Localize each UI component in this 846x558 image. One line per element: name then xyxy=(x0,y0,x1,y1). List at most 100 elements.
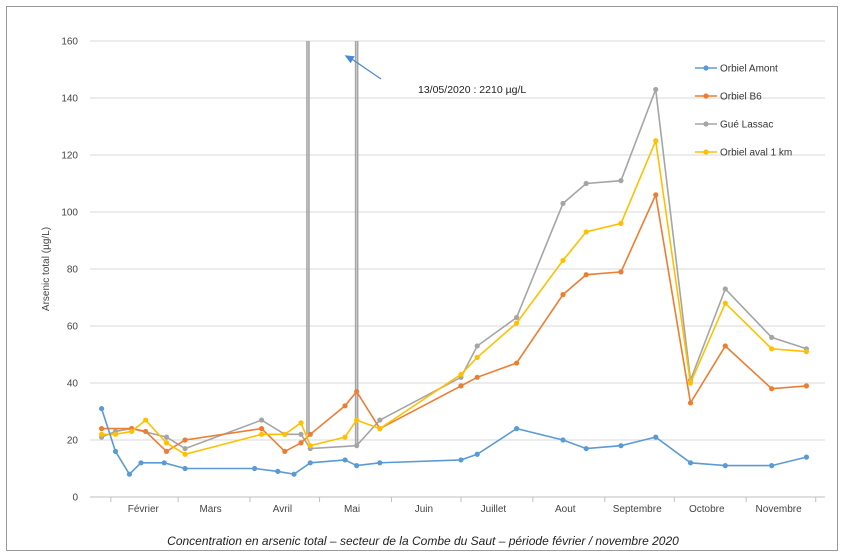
y-tick-label: 160 xyxy=(61,37,78,48)
chart-frame xyxy=(6,6,838,551)
data-point xyxy=(143,428,149,435)
data-point xyxy=(458,457,464,463)
data-point xyxy=(583,445,589,452)
data-point xyxy=(98,431,105,437)
annotation-arrow xyxy=(350,57,382,80)
data-point xyxy=(112,431,119,437)
legend-marker xyxy=(703,121,709,127)
data-point xyxy=(282,431,288,437)
data-point xyxy=(298,420,304,426)
series-orbiel-b6 xyxy=(98,192,810,454)
data-point xyxy=(474,343,480,349)
data-point xyxy=(275,468,281,474)
y-tick-label: 60 xyxy=(67,322,79,333)
data-point xyxy=(143,417,149,423)
data-point xyxy=(298,440,304,446)
y-tick-label: 100 xyxy=(61,208,78,219)
x-tick-label: Septembre xyxy=(613,504,662,515)
x-tick-label: Juillet xyxy=(481,504,507,515)
legend-marker xyxy=(703,93,709,99)
data-point xyxy=(377,417,383,423)
legend-marker xyxy=(703,65,709,71)
x-tick-label: Février xyxy=(128,504,160,515)
data-point xyxy=(560,292,566,298)
data-point xyxy=(182,445,188,452)
data-point xyxy=(722,343,728,349)
data-point xyxy=(583,180,589,187)
data-point xyxy=(769,334,775,340)
data-point xyxy=(354,417,360,423)
data-point xyxy=(182,437,188,443)
x-tick-label: Mars xyxy=(199,504,221,515)
data-point xyxy=(583,272,589,278)
data-point xyxy=(803,454,810,460)
data-point xyxy=(163,448,170,454)
data-point xyxy=(291,471,297,477)
data-point xyxy=(560,200,566,207)
series-orbiel-amont xyxy=(98,406,810,477)
legend-label: Gué Lassac xyxy=(720,120,773,131)
data-point xyxy=(354,443,360,449)
data-point xyxy=(722,286,728,292)
data-point xyxy=(258,417,265,423)
x-tick-label: Octobre xyxy=(689,504,725,515)
series-gu-lassac xyxy=(98,41,810,452)
data-point xyxy=(722,463,728,469)
data-point xyxy=(258,426,265,432)
data-point xyxy=(653,192,659,198)
x-tick-label: Avril xyxy=(273,504,292,515)
data-point xyxy=(560,437,566,443)
data-point xyxy=(354,463,360,469)
y-tick-label: 120 xyxy=(61,151,78,162)
data-point xyxy=(458,383,464,389)
data-point xyxy=(129,428,135,435)
series-line xyxy=(101,192,807,453)
legend-label: Orbiel B6 xyxy=(720,92,762,103)
data-point xyxy=(803,349,810,355)
legend-label: Orbiel aval 1 km xyxy=(720,148,792,159)
data-point xyxy=(163,434,170,440)
data-point xyxy=(163,440,170,446)
data-point xyxy=(354,388,360,395)
data-point xyxy=(583,229,589,235)
chart-caption: Concentration en arsenic total – secteur… xyxy=(167,534,679,548)
data-point xyxy=(618,269,624,275)
data-point xyxy=(282,448,288,454)
data-point xyxy=(126,471,133,477)
y-tick-label: 140 xyxy=(61,94,78,105)
data-point xyxy=(769,346,775,352)
legend-marker xyxy=(703,149,709,155)
data-point xyxy=(377,426,383,432)
y-tick-label: 80 xyxy=(67,265,79,276)
data-point xyxy=(687,460,694,466)
data-point xyxy=(98,406,105,412)
data-point xyxy=(722,300,728,306)
data-point xyxy=(307,431,313,437)
series-orbiel-aval-1-km xyxy=(98,137,810,457)
series-line xyxy=(101,137,807,456)
data-point xyxy=(474,451,480,457)
series-line xyxy=(100,408,807,476)
data-point xyxy=(653,434,659,440)
data-point xyxy=(377,460,383,466)
data-point xyxy=(112,448,119,454)
x-tick-label: Mai xyxy=(344,504,360,515)
y-tick-label: 0 xyxy=(72,493,78,504)
data-point xyxy=(307,460,313,466)
y-tick-label: 40 xyxy=(67,379,79,390)
data-point xyxy=(803,383,810,389)
data-point xyxy=(618,443,624,449)
x-tick-label: Novembre xyxy=(756,504,803,515)
data-point xyxy=(182,451,188,457)
x-tick-label: Juin xyxy=(415,504,433,515)
series-line xyxy=(101,89,807,450)
data-point xyxy=(458,371,464,378)
data-point xyxy=(342,457,348,463)
data-point xyxy=(769,386,775,392)
x-tick-label: Aout xyxy=(555,504,576,515)
data-point xyxy=(342,434,348,440)
data-point xyxy=(618,178,624,184)
data-point xyxy=(252,465,258,472)
data-point xyxy=(687,400,694,406)
data-point xyxy=(342,403,348,409)
